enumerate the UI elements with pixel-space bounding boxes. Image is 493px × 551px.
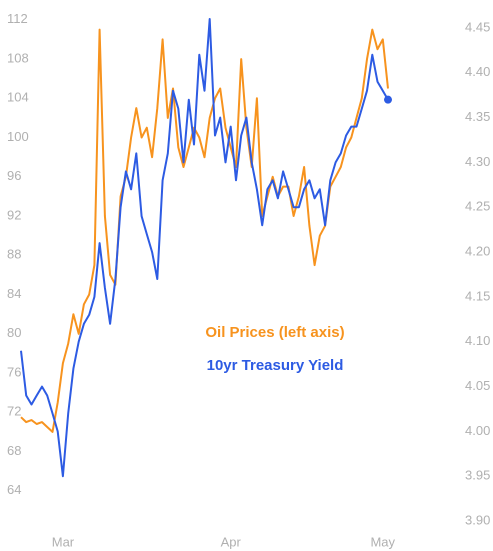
y-tick-label: 80 xyxy=(7,325,21,340)
y-tick-label: 64 xyxy=(7,482,21,497)
y-tick-label: 96 xyxy=(7,168,21,183)
y-tick-label: 104 xyxy=(7,90,29,105)
series-line xyxy=(20,18,389,478)
y2-tick-label: 4.45 xyxy=(465,19,490,34)
legend-entry: Oil Prices (left axis) xyxy=(205,324,344,341)
y2-tick-label: 4.20 xyxy=(465,244,490,259)
y-tick-label: 72 xyxy=(7,404,21,419)
y2-tick-label: 4.15 xyxy=(465,288,490,303)
y2-tick-label: 3.95 xyxy=(465,468,490,483)
y2-tick-label: 4.30 xyxy=(465,154,490,169)
y-tick-label: 76 xyxy=(7,364,21,379)
y2-tick-label: 4.40 xyxy=(465,64,490,79)
legend-entry: 10yr Treasury Yield xyxy=(207,357,344,374)
y2-tick-label: 4.35 xyxy=(465,109,490,124)
y-tick-label: 84 xyxy=(7,286,21,301)
y2-tick-label: 4.05 xyxy=(465,378,490,393)
y2-tick-label: 3.90 xyxy=(465,512,490,527)
x-tick-label: Apr xyxy=(221,534,242,549)
y-tick-label: 92 xyxy=(7,207,21,222)
y-tick-label: 68 xyxy=(7,443,21,458)
y2-tick-label: 4.10 xyxy=(465,333,490,348)
y2-tick-label: 4.25 xyxy=(465,199,490,214)
x-tick-label: May xyxy=(370,534,395,549)
x-tick-label: Mar xyxy=(52,534,75,549)
y-tick-label: 100 xyxy=(7,129,29,144)
y-tick-label: 112 xyxy=(7,11,28,26)
y-tick-label: 108 xyxy=(7,50,29,65)
y-tick-label: 88 xyxy=(7,247,21,262)
end-point xyxy=(384,95,392,104)
y2-tick-label: 4.00 xyxy=(465,423,490,438)
